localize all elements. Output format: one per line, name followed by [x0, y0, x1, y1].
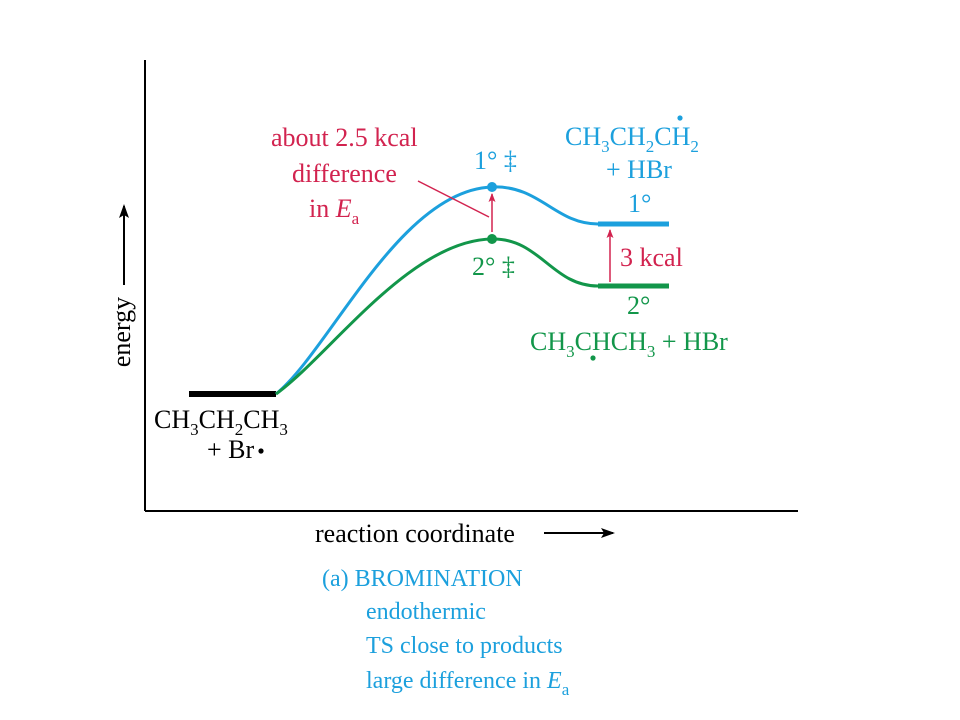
primary-radical-dot [677, 115, 683, 121]
reactant-formula: CH3CH2CH3 [154, 405, 288, 439]
bromine-radical-dot [258, 448, 264, 454]
ea-annotation-line3: in Ea [309, 194, 360, 228]
primary-ts-dot [487, 182, 497, 192]
caption-line2: TS close to products [366, 633, 563, 659]
caption-line3: large difference in Ea [366, 668, 570, 699]
primary-radical-formula: CH3CH2CH2 [565, 122, 699, 156]
y-axis-label: energy [107, 297, 136, 367]
secondary-product-label: 2° [627, 291, 650, 320]
x-axis-label: reaction coordinate [315, 519, 515, 548]
reactant-plus-br: + Br [207, 435, 255, 464]
ea-annotation-line1: about 2.5 kcal [271, 123, 418, 152]
primary-curve [275, 185, 599, 396]
ea-annotation-line2: difference [292, 159, 397, 188]
secondary-ts-dot [487, 234, 497, 244]
ea-pointer-line [417, 180, 490, 218]
secondary-curve [275, 237, 599, 396]
product-gap-label: 3 kcal [620, 243, 683, 272]
secondary-radical-dot [590, 355, 596, 361]
caption-line1: endothermic [366, 599, 486, 625]
primary-plus-hbr: + HBr [606, 155, 672, 184]
primary-product-label: 1° [628, 189, 651, 218]
secondary-radical-formula: CH3CHCH3 + HBr [530, 327, 728, 361]
secondary-ts-label: 2° ‡ [472, 252, 515, 281]
primary-ts-label: 1° ‡ [474, 146, 517, 175]
caption-title: (a) BROMINATION [322, 566, 523, 592]
